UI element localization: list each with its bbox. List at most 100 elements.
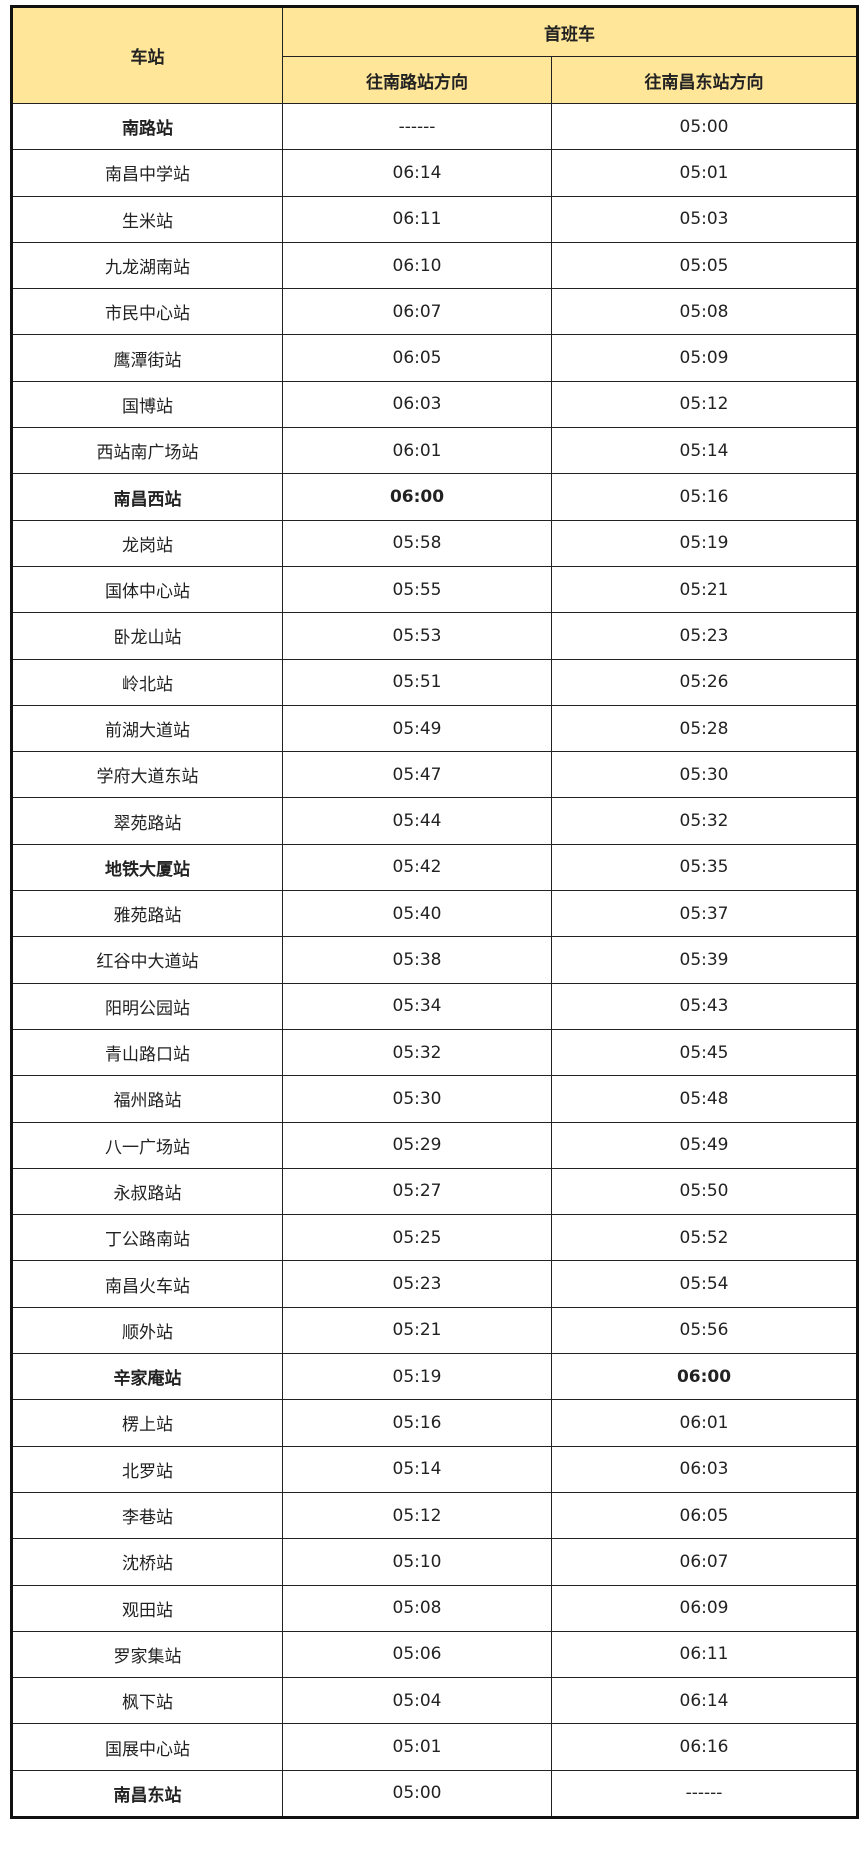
time-to-nanchang-east-cell: 05:19 <box>551 519 858 567</box>
time-to-nanlu-cell: 05:27 <box>282 1167 552 1216</box>
time-to-nanchang-east-cell: 05:23 <box>551 612 858 660</box>
time-to-nanchang-east-cell: 05:50 <box>551 1167 858 1216</box>
time-to-nanlu-cell: 05:49 <box>282 704 552 753</box>
station-cell: 前湖大道站 <box>11 704 283 753</box>
header-first-train: 首班车 <box>282 6 858 57</box>
time-to-nanchang-east-cell: 05:48 <box>551 1075 858 1123</box>
time-to-nanchang-east-cell: 05:26 <box>551 658 858 706</box>
time-to-nanchang-east-cell: 05:28 <box>551 704 858 753</box>
time-to-nanlu-cell: 05:19 <box>282 1353 552 1401</box>
time-to-nanchang-east-cell: 05:09 <box>551 334 858 382</box>
time-to-nanchang-east-cell: 06:07 <box>551 1538 858 1586</box>
station-cell: 枫下站 <box>11 1677 283 1725</box>
table-row: 罗家集站 05:06 06:11 <box>11 1630 858 1679</box>
time-to-nanlu-cell: 06:07 <box>282 288 552 336</box>
station-cell: 鹰潭街站 <box>11 334 283 382</box>
station-cell: 国体中心站 <box>11 565 283 614</box>
table-row: 枫下站 05:04 06:14 <box>11 1677 858 1725</box>
station-cell: 西站南广场站 <box>11 427 283 475</box>
time-to-nanlu-cell: 05:00 <box>282 1769 552 1818</box>
table-row: 西站南广场站 06:01 05:14 <box>11 427 858 475</box>
time-to-nanchang-east-cell: 05:16 <box>551 473 858 521</box>
time-to-nanlu-cell: 05:38 <box>282 936 552 984</box>
time-to-nanchang-east-cell: 05:45 <box>551 1028 858 1077</box>
station-cell: 李巷站 <box>11 1491 283 1540</box>
table-row: 南昌西站 06:00 05:16 <box>11 473 858 521</box>
time-to-nanchang-east-cell: ------ <box>551 1769 858 1818</box>
table-row: 南路站 ------ 05:00 <box>11 102 858 151</box>
table-row: 国博站 06:03 05:12 <box>11 380 858 429</box>
table-row: 岭北站 05:51 05:26 <box>11 658 858 706</box>
time-to-nanlu-cell: 05:08 <box>282 1584 552 1632</box>
time-to-nanlu-cell: 05:29 <box>282 1121 552 1169</box>
table-row: 李巷站 05:12 06:05 <box>11 1491 858 1540</box>
station-cell: 南昌火车站 <box>11 1260 283 1308</box>
table-row: 楞上站 05:16 06:01 <box>11 1399 858 1447</box>
time-to-nanchang-east-cell: 06:14 <box>551 1677 858 1725</box>
table-row: 阳明公园站 05:34 05:43 <box>11 982 858 1030</box>
time-to-nanlu-cell: 05:42 <box>282 843 552 892</box>
station-cell: 龙岗站 <box>11 519 283 567</box>
time-to-nanlu-cell: 05:47 <box>282 751 552 799</box>
time-to-nanlu-cell: 06:03 <box>282 380 552 429</box>
table-row: 南昌东站 05:00 ------ <box>11 1769 858 1818</box>
table-row: 雅苑路站 05:40 05:37 <box>11 890 858 938</box>
table-row: 辛家庵站 05:19 06:00 <box>11 1353 858 1401</box>
time-to-nanlu-cell: 05:25 <box>282 1214 552 1262</box>
table-row: 市民中心站 06:07 05:08 <box>11 288 858 336</box>
time-to-nanlu-cell: 05:58 <box>282 519 552 567</box>
time-to-nanlu-cell: 05:30 <box>282 1075 552 1123</box>
table-row: 顺外站 05:21 05:56 <box>11 1306 858 1355</box>
station-cell: 南路站 <box>11 102 283 151</box>
table-row: 永叔路站 05:27 05:50 <box>11 1167 858 1216</box>
time-to-nanlu-cell: 05:12 <box>282 1491 552 1540</box>
time-to-nanchang-east-cell: 06:01 <box>551 1399 858 1447</box>
table-row: 翠苑路站 05:44 05:32 <box>11 797 858 845</box>
time-to-nanchang-east-cell: 05:49 <box>551 1121 858 1169</box>
station-cell: 国展中心站 <box>11 1723 283 1771</box>
table-row: 地铁大厦站 05:42 05:35 <box>11 843 858 892</box>
station-cell: 顺外站 <box>11 1306 283 1355</box>
time-to-nanlu-cell: 05:06 <box>282 1630 552 1679</box>
table-row: 前湖大道站 05:49 05:28 <box>11 704 858 753</box>
station-cell: 沈桥站 <box>11 1538 283 1586</box>
header-direction-nanchang-east: 往南昌东站方向 <box>551 56 858 104</box>
time-to-nanchang-east-cell: 06:00 <box>551 1353 858 1401</box>
table-row: 卧龙山站 05:53 05:23 <box>11 612 858 660</box>
station-cell: 雅苑路站 <box>11 890 283 938</box>
time-to-nanlu-cell: 06:05 <box>282 334 552 382</box>
station-cell: 福州路站 <box>11 1075 283 1123</box>
time-to-nanlu-cell: 05:55 <box>282 565 552 614</box>
time-to-nanlu-cell: 05:16 <box>282 1399 552 1447</box>
table-row: 国体中心站 05:55 05:21 <box>11 565 858 614</box>
time-to-nanlu-cell: 06:00 <box>282 473 552 521</box>
station-cell: 岭北站 <box>11 658 283 706</box>
table-row: 九龙湖南站 06:10 05:05 <box>11 241 858 290</box>
station-cell: 学府大道东站 <box>11 751 283 799</box>
time-to-nanlu-cell: 06:01 <box>282 427 552 475</box>
time-to-nanchang-east-cell: 06:05 <box>551 1491 858 1540</box>
time-to-nanlu-cell: 05:01 <box>282 1723 552 1771</box>
time-to-nanchang-east-cell: 05:43 <box>551 982 858 1030</box>
table-row: 生米站 06:11 05:03 <box>11 195 858 243</box>
time-to-nanchang-east-cell: 05:00 <box>551 102 858 151</box>
table-row: 北罗站 05:14 06:03 <box>11 1445 858 1493</box>
time-to-nanlu-cell: 05:51 <box>282 658 552 706</box>
station-cell: 观田站 <box>11 1584 283 1632</box>
station-cell: 地铁大厦站 <box>11 843 283 892</box>
station-cell: 青山路口站 <box>11 1028 283 1077</box>
time-to-nanchang-east-cell: 05:54 <box>551 1260 858 1308</box>
time-to-nanlu-cell: 05:04 <box>282 1677 552 1725</box>
table-row: 南昌中学站 06:14 05:01 <box>11 149 858 197</box>
time-to-nanlu-cell: 06:11 <box>282 195 552 243</box>
time-to-nanchang-east-cell: 05:12 <box>551 380 858 429</box>
time-to-nanchang-east-cell: 05:52 <box>551 1214 858 1262</box>
station-cell: 八一广场站 <box>11 1121 283 1169</box>
time-to-nanchang-east-cell: 06:16 <box>551 1723 858 1771</box>
table-row: 青山路口站 05:32 05:45 <box>11 1028 858 1077</box>
time-to-nanchang-east-cell: 05:21 <box>551 565 858 614</box>
time-to-nanlu-cell: 05:23 <box>282 1260 552 1308</box>
time-to-nanlu-cell: 05:10 <box>282 1538 552 1586</box>
table-row: 龙岗站 05:58 05:19 <box>11 519 858 567</box>
station-cell: 翠苑路站 <box>11 797 283 845</box>
